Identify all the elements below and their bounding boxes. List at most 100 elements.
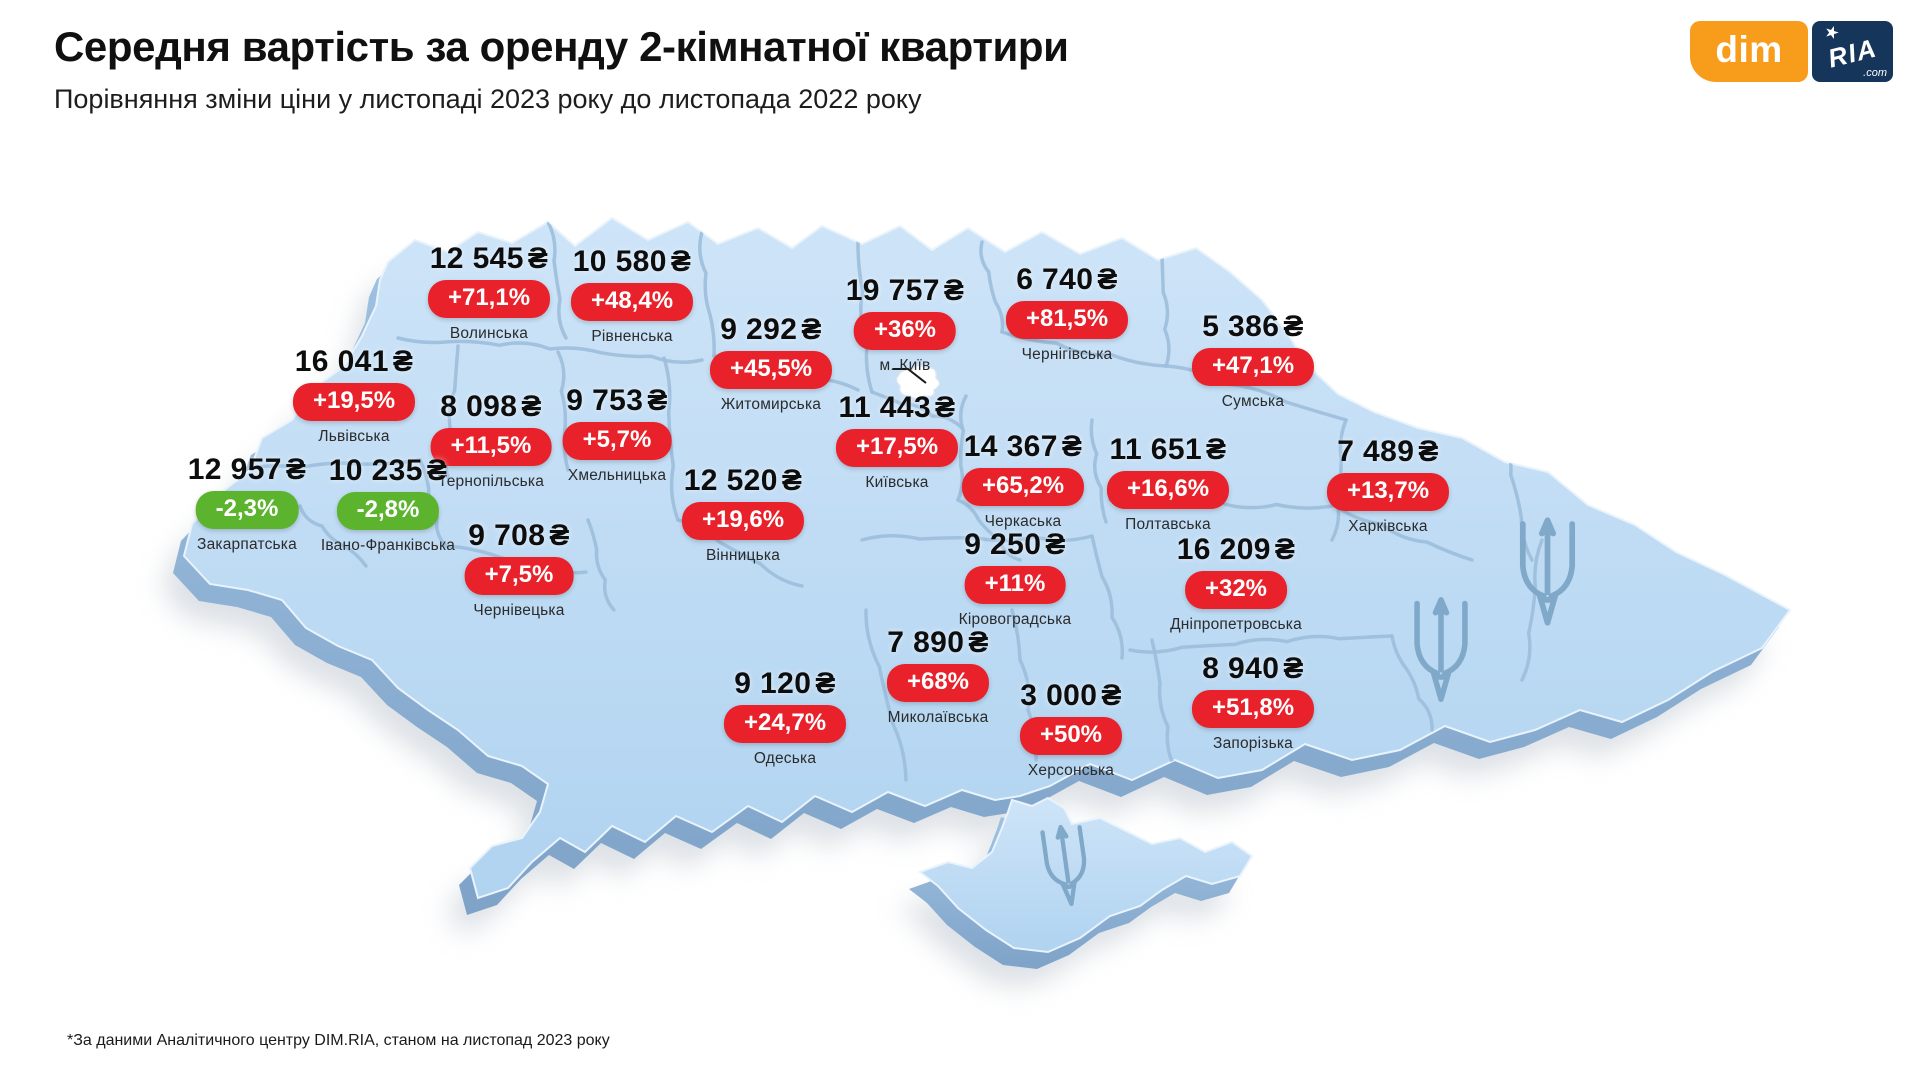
region-price-value: 16 209	[1176, 533, 1271, 566]
kyiv-pointer-line	[893, 368, 927, 384]
region-price-value: 11 651	[1109, 433, 1203, 466]
region-change-badge: -2,3%	[195, 490, 299, 529]
region-change-badge: +36%	[853, 311, 957, 350]
region-label: 11 443 ₴ +17,5% Київська	[835, 392, 959, 492]
region-price: 11 651 ₴	[1110, 434, 1227, 466]
region-name: Дніпропетровська	[1170, 615, 1302, 633]
region-label: 19 757 ₴ +36% м. Київ	[846, 275, 965, 375]
region-price-value: 11 443	[838, 391, 932, 424]
region-price: 3 000 ₴	[1020, 680, 1122, 712]
region-label: 14 367 ₴ +65,2% Черкаська	[961, 430, 1085, 531]
region-name: Миколаївська	[887, 708, 989, 726]
region-name: Харківська	[1348, 517, 1428, 535]
currency-symbol: ₴	[1274, 533, 1296, 566]
region-label: 9 120 ₴ +24,7% Одеська	[723, 667, 847, 768]
region-price: 9 753 ₴	[566, 385, 668, 417]
region-price-value: 9 753	[566, 384, 644, 417]
region-label: 10 580 ₴ +48,4% Рівненська	[570, 246, 694, 346]
region-price: 10 235 ₴	[329, 455, 448, 487]
region-change-badge: +32%	[1184, 570, 1288, 609]
region-name: Запорізька	[1213, 734, 1293, 752]
region-label: 8 098 ₴ +11,5% Тернопільська	[430, 390, 552, 491]
currency-symbol: ₴	[935, 391, 956, 424]
region-name: Львівська	[318, 427, 390, 445]
region-label: 9 250 ₴ +11% Кіровоградська	[959, 529, 1072, 629]
region-label: 9 292 ₴ +45,5% Житомирська	[709, 313, 833, 414]
currency-symbol: ₴	[392, 345, 414, 378]
region-price: 7 489 ₴	[1337, 436, 1439, 468]
region-label: 9 708 ₴ +7,5% Чернівецька	[464, 520, 574, 620]
region-price-value: 8 098	[440, 390, 518, 423]
region-label: 5 386 ₴ +47,1% Сумська	[1191, 311, 1315, 411]
region-label: 8 940 ₴ +51,8% Запорізька	[1191, 653, 1315, 753]
region-label: 12 545 ₴ +71,1% Волинська	[427, 243, 551, 343]
region-price-value: 6 740	[1016, 263, 1094, 296]
region-price-value: 10 580	[572, 245, 667, 278]
brand-logos: dim ★ RIA .com	[1690, 21, 1893, 82]
kyiv-city-marker	[893, 364, 941, 400]
region-change-badge: +47,1%	[1191, 347, 1315, 386]
region-price: 16 209 ₴	[1177, 534, 1296, 566]
page-title: Середня вартість за оренду 2-кімнатної к…	[54, 23, 1069, 70]
region-price: 10 580 ₴	[573, 246, 692, 278]
currency-symbol: ₴	[549, 519, 570, 552]
region-label: 11 651 ₴ +16,6% Полтавська	[1106, 434, 1230, 534]
region-name: Одеська	[753, 749, 817, 767]
region-change-badge: +11%	[964, 565, 1066, 604]
region-price: 9 708 ₴	[468, 520, 570, 552]
region-price: 9 250 ₴	[964, 529, 1066, 561]
region-change-badge: +19,5%	[292, 382, 416, 421]
region-price: 12 545 ₴	[430, 243, 549, 275]
dim-logo: dim	[1690, 21, 1808, 82]
kyiv-city-shape	[895, 364, 941, 400]
region-price-value: 9 708	[468, 519, 546, 552]
region-name: Волинська	[449, 324, 529, 342]
currency-symbol: ₴	[1206, 433, 1227, 466]
region-price: 19 757 ₴	[846, 275, 965, 307]
region-change-badge: +71,1%	[427, 279, 551, 318]
currency-symbol: ₴	[801, 313, 822, 346]
region-price-value: 7 489	[1337, 435, 1415, 468]
page-subtitle: Порівняння зміни ціни у листопаді 2023 р…	[54, 84, 922, 115]
region-name: Кіровоградська	[958, 610, 1072, 628]
region-name: Херсонська	[1027, 761, 1115, 779]
currency-symbol: ₴	[521, 390, 542, 423]
oblast-border-line	[698, 230, 716, 358]
region-price-value: 9 292	[720, 313, 798, 346]
region-label: 12 957 ₴ -2,3% Закарпатська	[188, 454, 307, 554]
region-label: 16 041 ₴ +19,5% Львівська	[292, 345, 416, 446]
region-change-badge: +48,4%	[570, 282, 694, 321]
currency-symbol: ₴	[1097, 263, 1118, 296]
oblast-border-line	[236, 458, 422, 474]
oblast-border-line	[1160, 254, 1171, 368]
currency-symbol: ₴	[815, 667, 836, 700]
currency-symbol: ₴	[781, 464, 803, 497]
region-name: Закарпатська	[197, 535, 297, 553]
region-change-badge: +81,5%	[1005, 300, 1129, 339]
region-name: Полтавська	[1125, 515, 1211, 533]
dim-logo-text: dim	[1715, 29, 1783, 70]
region-change-badge: +45,5%	[709, 350, 833, 389]
region-price-value: 3 000	[1020, 679, 1098, 712]
oblast-border-line	[586, 518, 616, 612]
region-price-value: 7 890	[887, 626, 965, 659]
region-name: Чернігівська	[1021, 345, 1113, 363]
region-name: Рівненська	[591, 327, 673, 345]
region-price-value: 9 120	[734, 667, 812, 700]
region-name: Черкаська	[984, 512, 1062, 530]
oblast-border-line	[860, 534, 1094, 543]
oblast-border-line	[1000, 330, 1168, 368]
region-label: 12 520 ₴ +19,6% Вінницька	[681, 464, 805, 565]
region-change-badge: -2,8%	[336, 491, 440, 530]
region-change-badge: +16,6%	[1106, 470, 1230, 509]
region-change-badge: +7,5%	[464, 556, 574, 595]
region-price: 11 443 ₴	[839, 392, 956, 424]
region-price-value: 12 957	[187, 453, 282, 486]
currency-symbol: ₴	[1061, 430, 1083, 463]
oblast-border-line	[298, 504, 368, 568]
oblast-border-line	[979, 240, 1005, 334]
region-name: Київська	[865, 473, 929, 491]
region-name: Чернівецька	[473, 601, 565, 619]
